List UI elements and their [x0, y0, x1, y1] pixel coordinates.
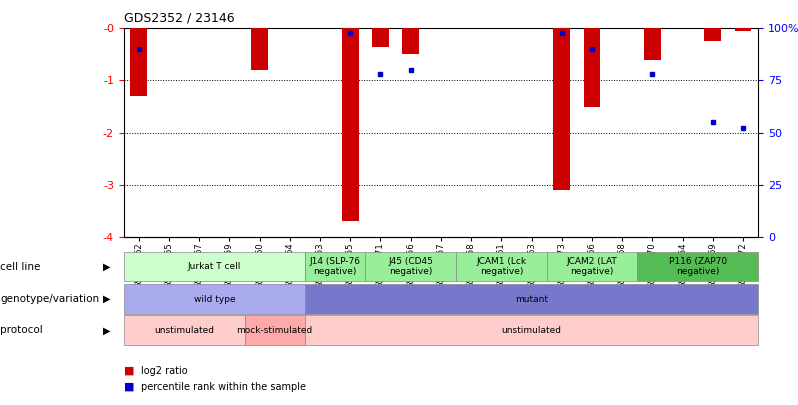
Text: wild type: wild type [193, 294, 235, 304]
Bar [124, 315, 244, 345]
Bar [372, 28, 389, 47]
Bar [124, 252, 305, 281]
Text: protocol: protocol [0, 325, 43, 335]
Bar [402, 28, 419, 54]
Text: unstimulated: unstimulated [501, 326, 562, 335]
Text: J14 (SLP-76
negative): J14 (SLP-76 negative) [310, 257, 361, 276]
Text: Jurkat T cell: Jurkat T cell [188, 262, 241, 271]
Text: P116 (ZAP70
negative): P116 (ZAP70 negative) [669, 257, 727, 276]
Bar [365, 252, 456, 281]
Text: ▶: ▶ [103, 262, 110, 272]
Text: genotype/variation: genotype/variation [0, 294, 99, 304]
Text: mock-stimulated: mock-stimulated [237, 326, 313, 335]
Bar [305, 315, 758, 345]
Bar [644, 28, 661, 60]
Text: unstimulated: unstimulated [154, 326, 214, 335]
Text: JCAM1 (Lck
negative): JCAM1 (Lck negative) [476, 257, 527, 276]
Bar [305, 284, 758, 314]
Bar [456, 252, 547, 281]
Bar [305, 252, 365, 281]
Text: GDS2352 / 23146: GDS2352 / 23146 [124, 11, 235, 24]
Bar [131, 28, 147, 96]
Text: JCAM2 (LAT
negative): JCAM2 (LAT negative) [567, 257, 618, 276]
Bar [583, 28, 600, 107]
Text: ▶: ▶ [103, 325, 110, 335]
Text: log2 ratio: log2 ratio [141, 366, 188, 375]
Text: ▶: ▶ [103, 294, 110, 304]
Bar [251, 28, 268, 70]
Text: cell line: cell line [0, 262, 41, 272]
Bar [244, 315, 305, 345]
Bar [554, 28, 570, 190]
Bar [735, 28, 751, 31]
Text: percentile rank within the sample: percentile rank within the sample [141, 382, 306, 392]
Bar [638, 252, 758, 281]
Bar [342, 28, 358, 221]
Text: ■: ■ [124, 366, 134, 375]
Text: mutant: mutant [515, 294, 548, 304]
Bar [547, 252, 638, 281]
Text: J45 (CD45
negative): J45 (CD45 negative) [389, 257, 433, 276]
Bar [705, 28, 721, 41]
Text: ■: ■ [124, 382, 134, 392]
Bar [124, 284, 305, 314]
